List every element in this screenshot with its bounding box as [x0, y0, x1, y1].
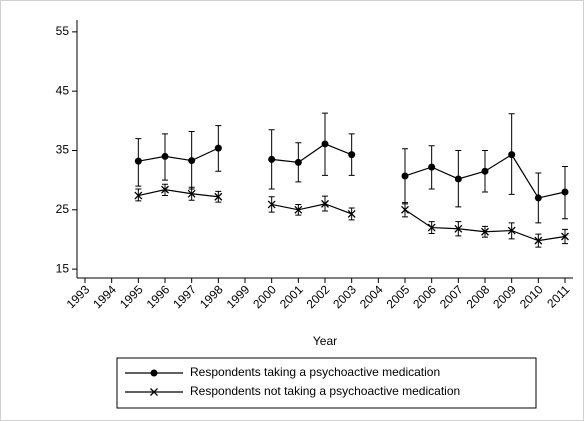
point — [347, 209, 356, 218]
point — [561, 232, 569, 241]
point — [534, 194, 542, 202]
point — [150, 388, 158, 396]
point — [561, 188, 569, 196]
point — [507, 226, 516, 235]
legend-box — [116, 357, 537, 409]
point — [534, 236, 543, 245]
y-tick-label: 25 — [56, 202, 70, 216]
point — [267, 200, 276, 209]
point — [508, 151, 516, 159]
point — [214, 144, 222, 152]
point — [187, 189, 196, 198]
point — [454, 175, 462, 183]
point — [134, 157, 142, 165]
point — [348, 151, 356, 159]
legend-label: Respondents taking a psychoactive medica… — [190, 365, 440, 379]
point — [321, 140, 329, 148]
point — [214, 192, 223, 201]
legend-label: Respondents not taking a psychoactive me… — [190, 384, 460, 398]
point — [454, 224, 463, 233]
y-tick-label: 15 — [56, 261, 70, 275]
point — [134, 191, 143, 200]
point — [401, 172, 409, 180]
point — [161, 185, 169, 194]
point — [294, 205, 303, 214]
y-tick-label: 55 — [56, 24, 70, 38]
point — [427, 223, 436, 232]
point — [481, 167, 489, 175]
point — [268, 155, 276, 163]
point — [294, 158, 302, 166]
point — [150, 369, 158, 377]
point — [401, 205, 409, 214]
point — [481, 227, 489, 236]
point — [428, 163, 436, 171]
point — [188, 157, 196, 165]
y-tick-label: 45 — [56, 83, 70, 97]
point — [321, 199, 329, 208]
x-axis-label: Year — [313, 334, 337, 348]
y-tick-label: 35 — [56, 143, 70, 157]
point — [161, 152, 169, 160]
